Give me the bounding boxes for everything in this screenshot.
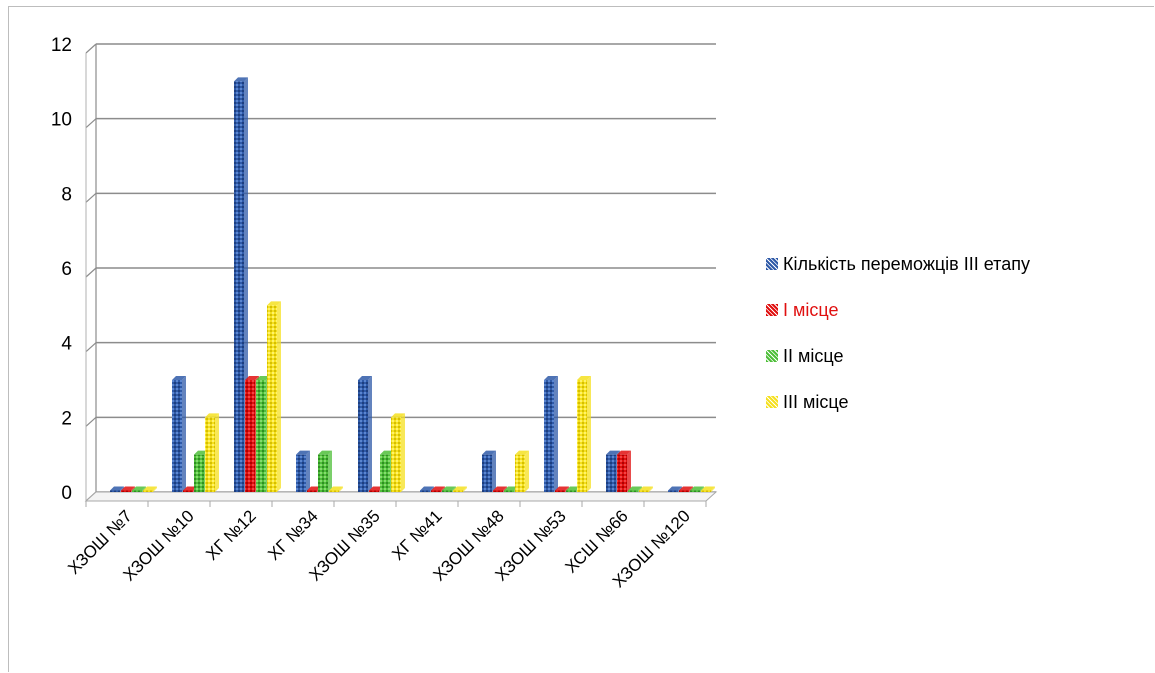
bar xyxy=(329,486,343,492)
depth-tick xyxy=(85,416,97,427)
legend-swatch xyxy=(766,258,778,270)
depth-tick xyxy=(85,192,97,203)
axes xyxy=(84,44,718,507)
legend-item: ІІІ місце xyxy=(766,390,1030,414)
bar xyxy=(639,486,653,492)
bar xyxy=(577,376,591,492)
legend-item: Кількість переможців ІІІ етапу xyxy=(766,252,1030,276)
y-tick-label: 10 xyxy=(51,110,72,131)
y-tick-label: 0 xyxy=(61,483,72,504)
bar xyxy=(143,486,157,492)
y-tick-label: 12 xyxy=(51,35,72,56)
depth-tick xyxy=(85,342,97,353)
y-tick-label: 4 xyxy=(61,334,72,355)
chart-frame xyxy=(8,6,1154,672)
bar xyxy=(515,450,529,492)
legend-swatch xyxy=(766,396,778,408)
depth-tick xyxy=(85,267,97,278)
legend-swatch xyxy=(766,304,778,316)
legend-swatch xyxy=(766,350,778,362)
bars xyxy=(110,77,715,492)
bar xyxy=(172,376,186,492)
depth-tick xyxy=(85,43,97,54)
legend-label: ІІ місце xyxy=(783,345,844,366)
bar xyxy=(453,486,467,492)
legend-label: І місце xyxy=(783,299,839,320)
bar xyxy=(358,376,372,492)
legend-label: Кількість переможців ІІІ етапу xyxy=(783,253,1030,274)
y-tick-labels: 0 2 4 6 8 10 12 xyxy=(51,35,73,504)
depth-tick xyxy=(85,118,97,129)
x-tick-label: ХГ №34 xyxy=(264,506,322,564)
bar xyxy=(482,450,496,492)
bar xyxy=(318,450,332,492)
y-tick-label: 8 xyxy=(61,184,72,205)
bar xyxy=(617,450,631,492)
x-tick-label: ХГ №41 xyxy=(388,506,446,564)
y-tick-label: 6 xyxy=(61,259,72,280)
legend: Кількість переможців ІІІ етапу І місце ІІ … xyxy=(766,252,1030,436)
bar xyxy=(205,413,219,492)
bar xyxy=(391,413,405,492)
legend-label: ІІІ місце xyxy=(783,391,849,412)
legend-item: І місце xyxy=(766,298,1030,322)
bar xyxy=(267,301,281,492)
y-tick-label: 2 xyxy=(61,408,72,429)
x-tick-label: ХГ №12 xyxy=(202,506,260,564)
bar xyxy=(544,376,558,492)
chart-floor xyxy=(84,491,718,502)
bar xyxy=(296,450,310,492)
bar xyxy=(701,486,715,492)
legend-item: ІІ місце xyxy=(766,344,1030,368)
